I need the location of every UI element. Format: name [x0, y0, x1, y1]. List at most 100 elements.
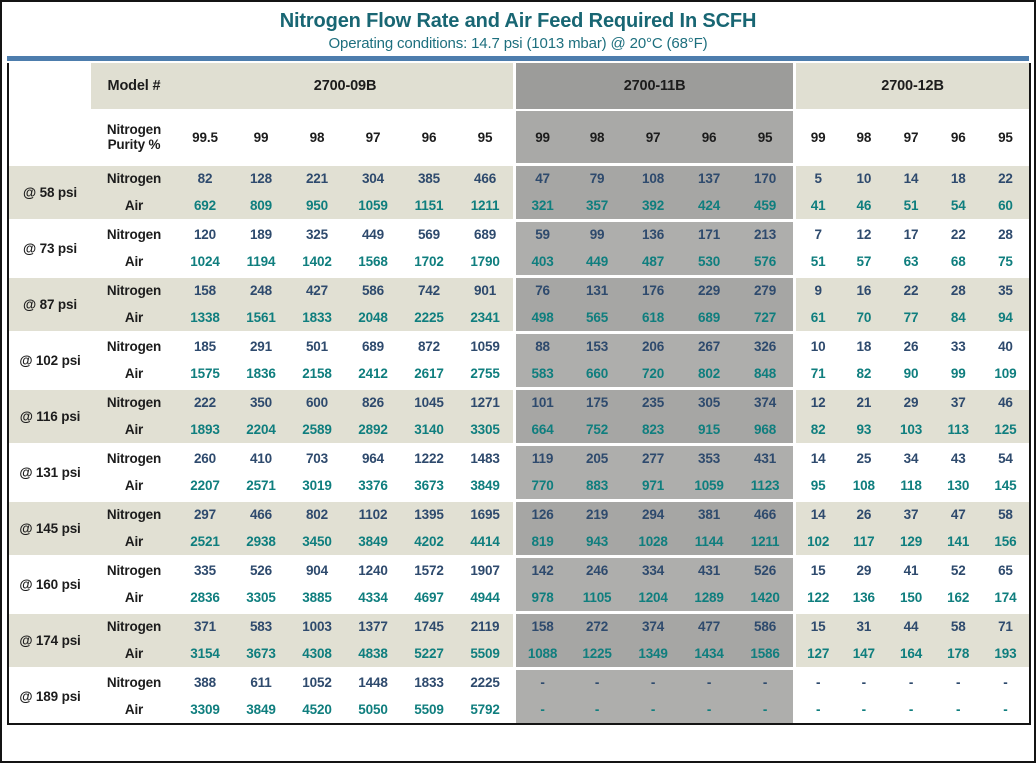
nitrogen-value-cell: 2119: [457, 611, 514, 639]
air-value-cell: 727: [737, 303, 794, 331]
nitrogen-row-label: Nitrogen: [91, 499, 177, 527]
nitrogen-value-cell: 689: [345, 331, 401, 359]
air-row-label: Air: [91, 695, 177, 723]
air-value-cell: 156: [981, 527, 1030, 555]
pressure-row-label: @ 145 psi: [9, 499, 91, 555]
air-value-cell: 2617: [401, 359, 457, 387]
air-value-cell: 4838: [345, 639, 401, 667]
air-value-cell: 90: [887, 359, 935, 387]
air-value-cell: 802: [681, 359, 738, 387]
nitrogen-value-cell: 22: [934, 219, 982, 247]
nitrogen-value-cell: 41: [887, 555, 935, 583]
nitrogen-value-cell: 586: [737, 611, 794, 639]
purity-header-cell: 99: [233, 109, 289, 163]
air-value-cell: 1420: [737, 583, 794, 611]
nitrogen-value-cell: 901: [457, 275, 514, 303]
nitrogen-value-cell: 120: [177, 219, 233, 247]
nitrogen-row-label: Nitrogen: [91, 163, 177, 191]
nitrogen-value-cell: 526: [737, 555, 794, 583]
air-value-cell: 2048: [345, 303, 401, 331]
air-value-cell: 752: [569, 415, 626, 443]
nitrogen-value-cell: 170: [737, 163, 794, 191]
air-value-cell: -: [887, 695, 935, 723]
nitrogen-value-cell: 334: [625, 555, 682, 583]
air-data-row: Air 1024 1194 1402 1568 1702 1790 403 449 487 530 5…: [9, 247, 1030, 275]
air-value-cell: 2892: [345, 415, 401, 443]
air-row-label: Air: [91, 471, 177, 499]
nitrogen-value-cell: 1102: [345, 499, 401, 527]
nitrogen-row-label: Nitrogen: [91, 555, 177, 583]
air-value-cell: 3019: [289, 471, 345, 499]
nitrogen-value-cell: -: [981, 667, 1030, 695]
air-value-cell: 1289: [681, 583, 738, 611]
air-value-cell: 130: [934, 471, 982, 499]
air-value-cell: 692: [177, 191, 233, 219]
air-value-cell: 424: [681, 191, 738, 219]
air-value-cell: 102: [793, 527, 841, 555]
air-row-label: Air: [91, 359, 177, 387]
nitrogen-value-cell: 101: [513, 387, 570, 415]
purity-header-cell: 96: [681, 109, 738, 163]
air-value-cell: 103: [887, 415, 935, 443]
nitrogen-value-cell: 59: [513, 219, 570, 247]
air-value-cell: 4697: [401, 583, 457, 611]
air-value-cell: 1105: [569, 583, 626, 611]
air-data-row: Air 2836 3305 3885 4334 4697 4944 978 1105 1204 12…: [9, 583, 1030, 611]
air-value-cell: 1225: [569, 639, 626, 667]
air-value-cell: 1893: [177, 415, 233, 443]
nitrogen-value-cell: 22: [887, 275, 935, 303]
nitrogen-value-cell: -: [934, 667, 982, 695]
nitrogen-value-cell: 22: [981, 163, 1030, 191]
nitrogen-value-cell: 43: [934, 443, 982, 471]
air-value-cell: 2836: [177, 583, 233, 611]
nitrogen-data-row: @ 160 psi Nitrogen 335 526 904 1240 1572 1907 14…: [9, 555, 1030, 611]
air-value-cell: 63: [887, 247, 935, 275]
air-value-cell: 75: [981, 247, 1030, 275]
air-value-cell: 823: [625, 415, 682, 443]
air-value-cell: 51: [887, 191, 935, 219]
air-value-cell: -: [625, 695, 682, 723]
nitrogen-data-row: @ 145 psi Nitrogen 297 466 802 1102 1395 1695 12…: [9, 499, 1030, 555]
nitrogen-value-cell: 410: [233, 443, 289, 471]
air-value-cell: 125: [981, 415, 1030, 443]
nitrogen-value-cell: 374: [625, 611, 682, 639]
air-data-row: Air 2207 2571 3019 3376 3673 3849 770 883 971 1059…: [9, 471, 1030, 499]
air-value-cell: 3305: [233, 583, 289, 611]
nitrogen-value-cell: 304: [345, 163, 401, 191]
air-value-cell: 5509: [401, 695, 457, 723]
nitrogen-value-cell: -: [887, 667, 935, 695]
air-value-cell: 1402: [289, 247, 345, 275]
air-value-cell: 357: [569, 191, 626, 219]
air-data-row: Air 2521 2938 3450 3849 4202 4414 819 943 1028 114…: [9, 527, 1030, 555]
air-value-cell: 95: [793, 471, 841, 499]
nitrogen-value-cell: 7: [793, 219, 841, 247]
air-value-cell: 848: [737, 359, 794, 387]
nitrogen-value-cell: 267: [681, 331, 738, 359]
air-value-cell: 2225: [401, 303, 457, 331]
nitrogen-value-cell: 219: [569, 499, 626, 527]
nitrogen-value-cell: 221: [289, 163, 345, 191]
air-value-cell: -: [681, 695, 738, 723]
nitrogen-row-label: Nitrogen: [91, 331, 177, 359]
purity-header-cell: 97: [625, 109, 682, 163]
nitrogen-value-cell: 136: [625, 219, 682, 247]
air-value-cell: 4414: [457, 527, 514, 555]
air-value-cell: 60: [981, 191, 1030, 219]
nitrogen-value-cell: 213: [737, 219, 794, 247]
nitrogen-value-cell: 18: [934, 163, 982, 191]
air-value-cell: 1204: [625, 583, 682, 611]
nitrogen-value-cell: 431: [737, 443, 794, 471]
nitrogen-value-cell: 501: [289, 331, 345, 359]
air-value-cell: 1088: [513, 639, 570, 667]
pressure-row-label: @ 116 psi: [9, 387, 91, 443]
nitrogen-value-cell: 1745: [401, 611, 457, 639]
nitrogen-value-cell: 297: [177, 499, 233, 527]
air-value-cell: 1833: [289, 303, 345, 331]
air-value-cell: 5227: [401, 639, 457, 667]
nitrogen-value-cell: 1395: [401, 499, 457, 527]
nitrogen-value-cell: 65: [981, 555, 1030, 583]
nitrogen-value-cell: 131: [569, 275, 626, 303]
air-value-cell: -: [934, 695, 982, 723]
nitrogen-value-cell: 71: [981, 611, 1030, 639]
nitrogen-value-cell: 742: [401, 275, 457, 303]
